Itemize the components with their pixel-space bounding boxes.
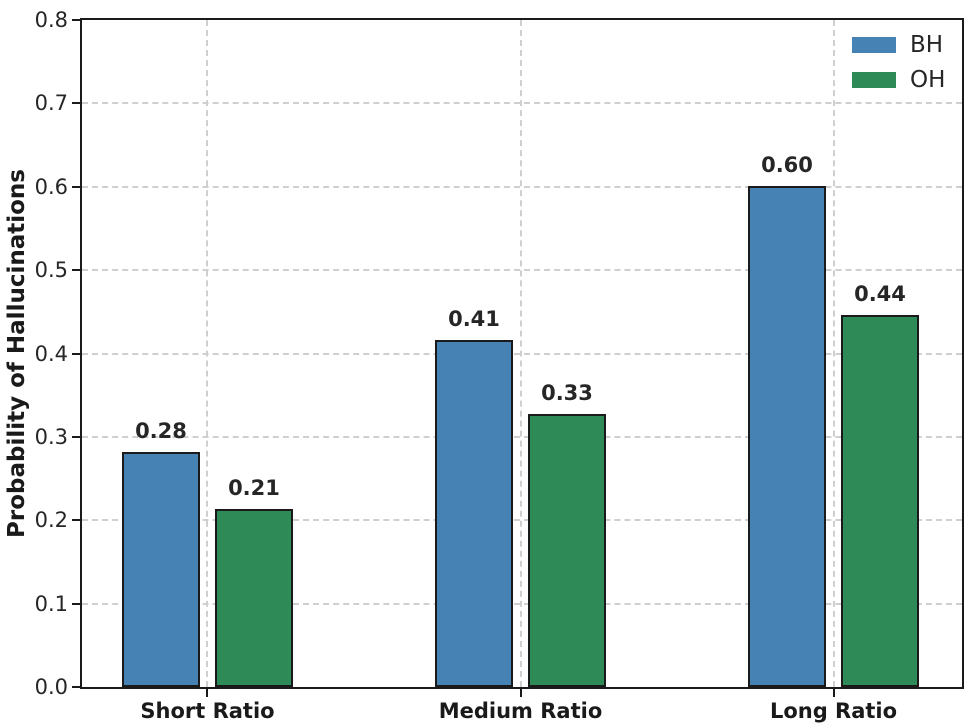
legend-swatch-oh (852, 72, 896, 88)
x-gridline (832, 20, 835, 687)
y-gridline (82, 602, 962, 605)
bar-bh-2 (748, 186, 827, 687)
bar-value-label: 0.41 (448, 306, 500, 331)
y-tick-label: 0.7 (34, 91, 68, 116)
bar-value-label: 0.28 (135, 419, 187, 444)
x-gridline (519, 20, 522, 687)
y-gridline (82, 102, 962, 105)
bar-value-label: 0.44 (854, 281, 906, 306)
x-tick-mark (206, 689, 209, 697)
x-tick-label: Long Ratio (769, 699, 898, 723)
legend-swatch-bh (852, 37, 896, 53)
bar-oh-0 (214, 509, 293, 687)
legend-entry-oh: OH (852, 67, 948, 93)
plot-area: BH OH 0.28 0.41 0.60 0.21 0.33 0.44 (80, 18, 964, 689)
y-tick-mark (72, 269, 80, 272)
x-gridline (206, 20, 209, 687)
y-tick-mark (72, 686, 80, 688)
legend: BH OH (852, 32, 948, 93)
y-gridline (82, 269, 962, 272)
y-tick-mark (72, 352, 80, 355)
y-tick-mark (72, 519, 80, 522)
legend-entry-bh: BH (852, 32, 948, 58)
y-tick-label: 0.2 (34, 508, 68, 533)
bar-oh-2 (841, 314, 920, 687)
y-tick-mark (72, 102, 80, 105)
x-tick-mark (519, 689, 522, 697)
y-tick-label: 0.5 (34, 258, 68, 283)
legend-label-bh: BH (910, 32, 944, 58)
bar-value-label: 0.60 (761, 153, 813, 178)
y-tick-mark (72, 19, 80, 21)
legend-label-oh: OH (910, 67, 946, 93)
y-tick-mark (72, 185, 80, 188)
y-tick-label: 0.3 (34, 424, 68, 449)
bar-bh-1 (435, 339, 513, 687)
bar-value-label: 0.33 (541, 381, 593, 406)
y-tick-mark (72, 435, 80, 438)
x-tick-label: Medium Ratio (438, 699, 603, 723)
y-tick-label: 0.8 (34, 8, 68, 32)
y-gridline (82, 185, 962, 188)
x-tick-label: Short Ratio (140, 699, 275, 723)
y-tick-label: 0.1 (34, 591, 68, 616)
y-gridline (82, 435, 962, 438)
y-tick-label: 0.0 (34, 675, 68, 699)
y-tick-label: 0.4 (34, 341, 68, 366)
bar-oh-1 (528, 414, 606, 687)
y-gridline (82, 519, 962, 522)
bar-bh-0 (121, 452, 200, 687)
y-tick-mark (72, 602, 80, 605)
x-tick-mark (832, 689, 835, 697)
y-gridline (82, 352, 962, 355)
bar-value-label: 0.21 (228, 476, 280, 501)
y-tick-label: 0.6 (34, 174, 68, 199)
